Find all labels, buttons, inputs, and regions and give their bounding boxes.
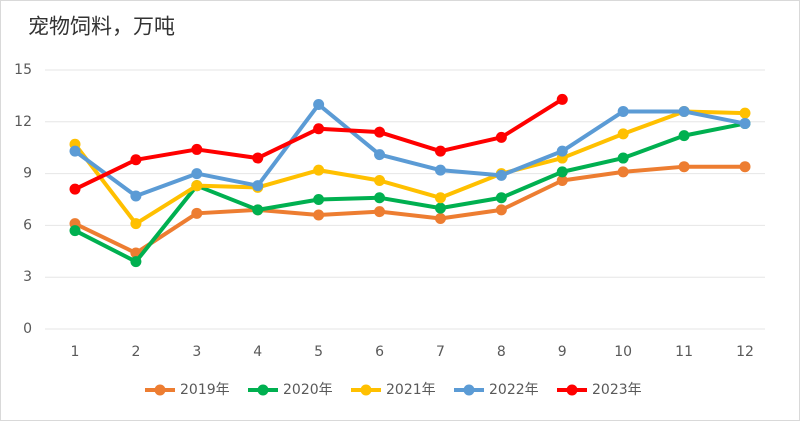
x-tick-label: 1 (71, 344, 80, 360)
data-point (434, 164, 446, 176)
data-point (313, 194, 325, 205)
legend-marker (360, 384, 372, 396)
legend-label: 2019年 (180, 382, 230, 398)
data-point (252, 180, 264, 192)
legend-marker (154, 384, 166, 396)
series-line (73, 102, 746, 199)
data-point (556, 93, 568, 105)
data-point (130, 154, 142, 166)
x-tick-label: 9 (558, 344, 567, 360)
data-point (617, 128, 629, 140)
y-tick-label: 3 (23, 269, 32, 285)
legend-marker (463, 384, 475, 396)
y-tick-label: 6 (23, 217, 32, 233)
legend-label: 2022年 (489, 382, 539, 398)
x-tick-label: 2 (131, 344, 140, 360)
data-point (495, 204, 507, 216)
data-point (130, 218, 142, 230)
data-point (434, 212, 446, 224)
series-line (73, 109, 746, 226)
series-line (74, 121, 746, 264)
data-point (252, 152, 264, 164)
y-tick-label: 9 (23, 166, 32, 182)
x-tick-label: 12 (736, 344, 754, 360)
x-tick-label: 7 (436, 344, 445, 360)
data-point (69, 183, 81, 195)
legend-label: 2023年 (592, 382, 642, 398)
data-point (374, 192, 386, 204)
x-tick-label: 10 (614, 344, 632, 360)
data-point (434, 145, 446, 157)
data-point (252, 204, 264, 216)
data-point (495, 131, 507, 143)
x-tick-label: 5 (314, 344, 323, 360)
data-point (434, 192, 446, 204)
x-tick-label: 3 (192, 344, 201, 360)
data-point (313, 209, 325, 221)
data-point (191, 168, 203, 180)
data-point (739, 118, 751, 130)
legend-label: 2020年 (283, 382, 333, 398)
data-point (617, 105, 629, 117)
data-point (191, 143, 203, 155)
data-point (617, 152, 629, 164)
data-point (374, 206, 386, 218)
y-tick-label: 0 (23, 321, 32, 337)
data-point (678, 161, 690, 173)
data-point (191, 207, 203, 219)
data-point (374, 149, 386, 161)
data-point (434, 202, 446, 214)
data-point (313, 123, 325, 135)
series-line (74, 164, 745, 256)
data-point (678, 130, 690, 142)
data-point (739, 161, 751, 173)
x-tick-label: 4 (253, 344, 262, 360)
data-point (678, 105, 690, 117)
data-point (617, 166, 629, 178)
data-point (69, 225, 81, 237)
data-point (556, 166, 568, 178)
data-point (374, 175, 386, 187)
data-point (374, 126, 386, 138)
data-point (130, 190, 142, 202)
x-tick-label: 11 (675, 344, 693, 360)
y-tick-label: 15 (14, 62, 32, 78)
data-point (556, 175, 568, 187)
data-point (495, 169, 507, 181)
data-point (130, 256, 142, 268)
data-point (495, 192, 507, 204)
y-tick-label: 12 (14, 114, 32, 130)
data-point (739, 107, 751, 119)
x-tick-label: 8 (497, 344, 506, 360)
data-point (69, 145, 81, 157)
x-tick-label: 6 (375, 344, 384, 360)
legend-marker (257, 384, 269, 396)
data-point (191, 180, 203, 192)
data-point (313, 164, 325, 176)
data-point (313, 99, 325, 111)
data-point (556, 145, 568, 157)
legend-label: 2021年 (386, 382, 436, 398)
legend-marker (566, 384, 578, 396)
chart-title: 宠物饲料，万吨 (28, 15, 175, 39)
